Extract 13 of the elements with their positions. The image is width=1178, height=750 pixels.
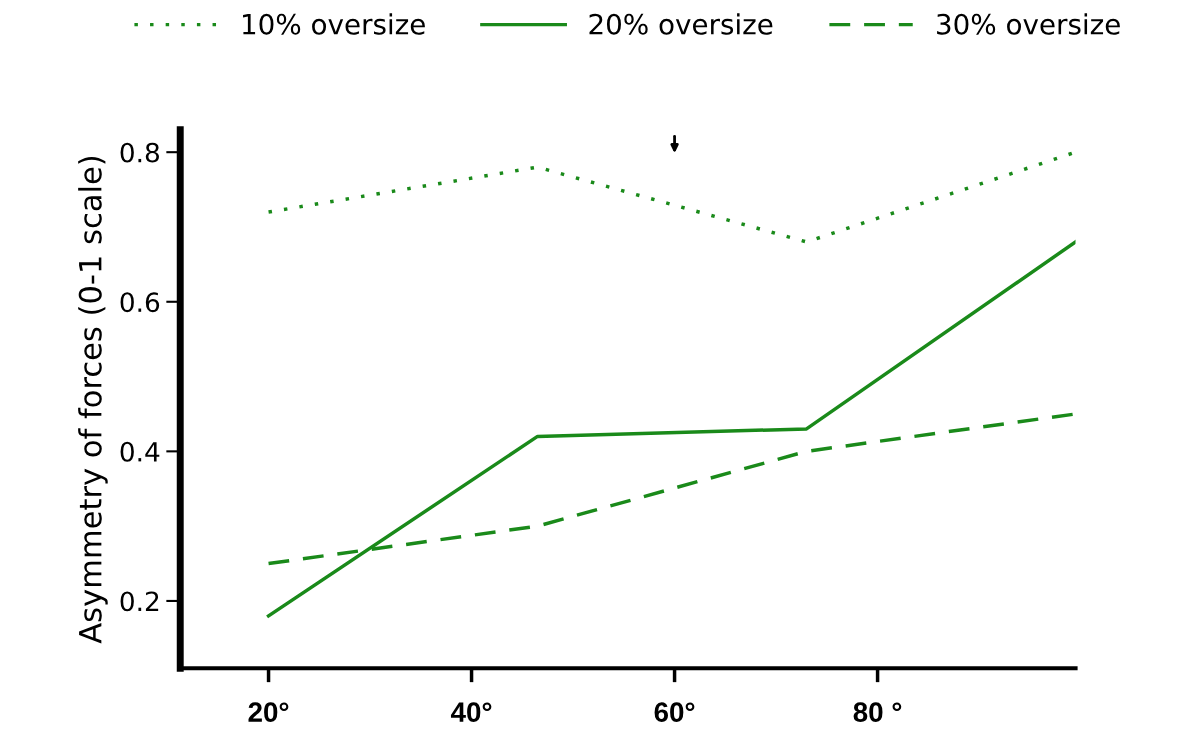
legend-label: 10% oversize (243, 13, 425, 35)
x-tick-label: 80 ° (853, 702, 902, 722)
y-tick-label: 0.4 (120, 441, 160, 462)
y-axis-title: Asymmetry of forces (0-1 scale) (78, 156, 108, 644)
legend-label: 20% oversize (589, 13, 773, 35)
x-tick-label: 20° (248, 702, 289, 722)
y-tick-label: 0.6 (120, 292, 160, 313)
legend-label: 30% oversize (937, 13, 1120, 35)
x-tick-label: 40° (450, 702, 492, 722)
y-tick-label: 0.2 (120, 591, 159, 612)
y-tick-label: 0.8 (120, 142, 159, 163)
x-tick-label: 60° (654, 702, 695, 722)
line-series (266, 240, 1076, 618)
